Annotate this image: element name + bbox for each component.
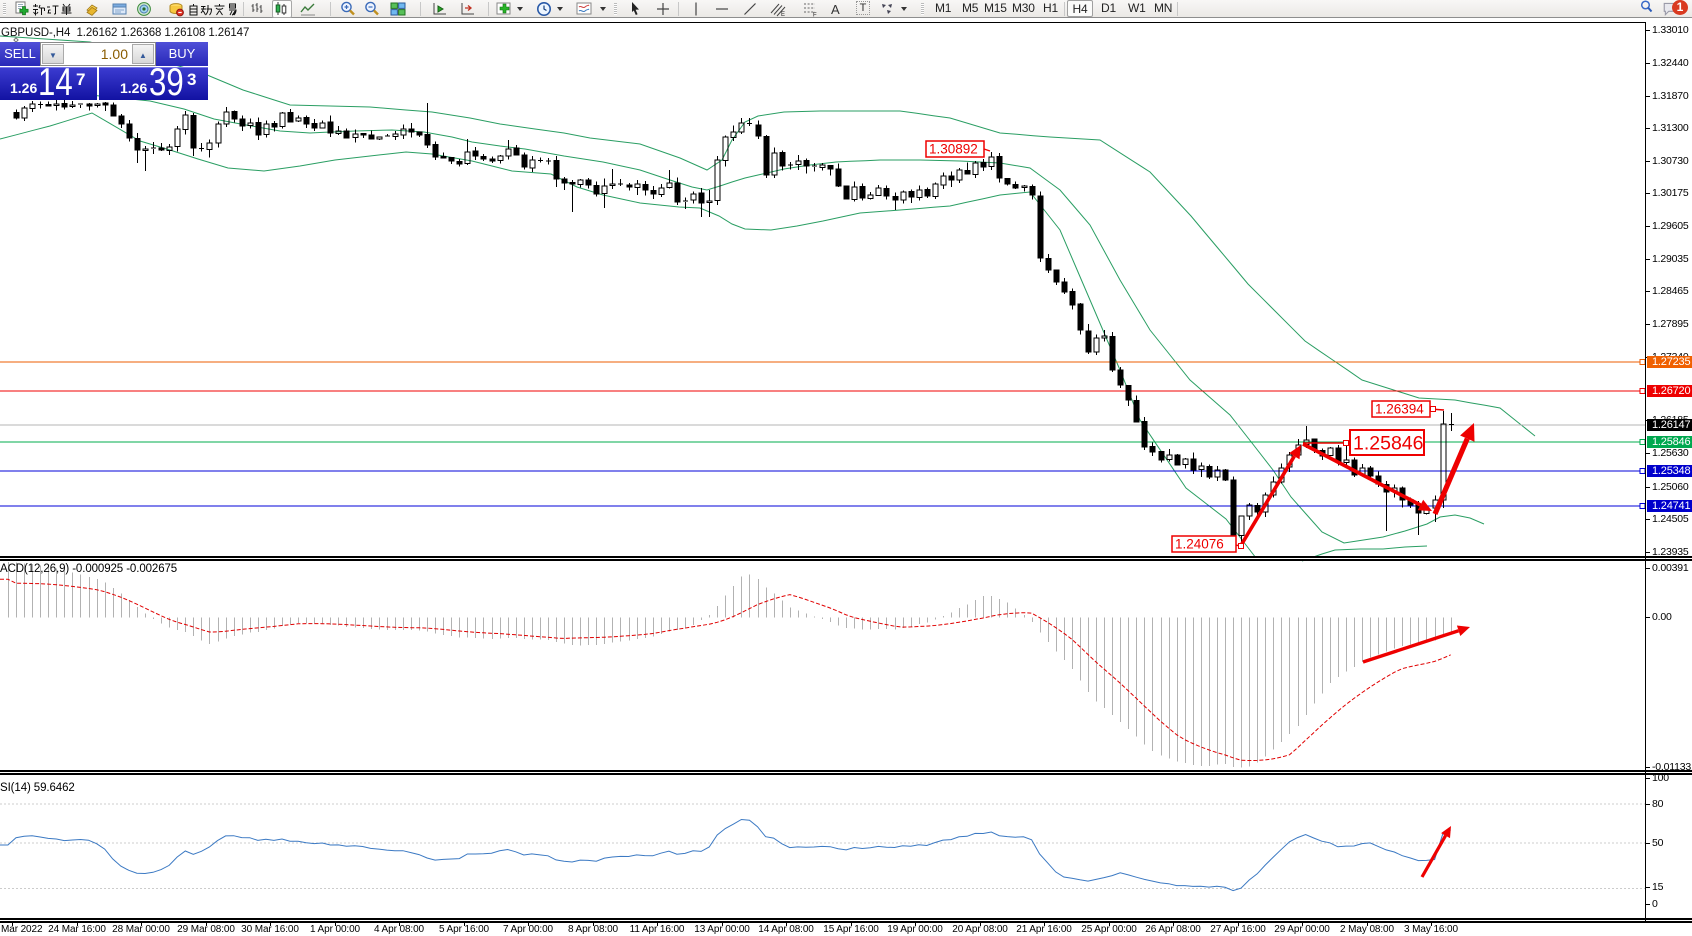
svg-text:E: E <box>781 12 785 17</box>
svg-text:1.26394: 1.26394 <box>1375 402 1424 417</box>
svg-text:1.30892: 1.30892 <box>929 142 978 157</box>
svg-text:1.25846: 1.25846 <box>1353 433 1424 455</box>
svg-text:1.24076: 1.24076 <box>1175 537 1224 552</box>
svg-text:F: F <box>813 13 817 18</box>
